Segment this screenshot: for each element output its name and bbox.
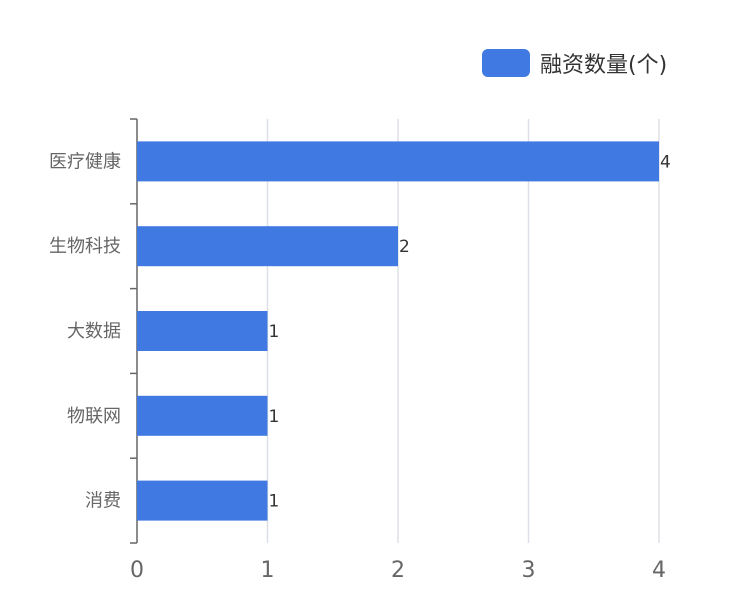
- bar: [137, 395, 268, 436]
- category-label: 医疗健康: [49, 151, 121, 172]
- data-label: 4: [660, 152, 671, 172]
- category-label: 消费: [85, 491, 121, 512]
- x-tick-label: 1: [261, 558, 275, 583]
- legend-label: 融资数量(个): [540, 53, 668, 78]
- x-tick-label: 2: [391, 558, 405, 583]
- category-label: 生物科技: [49, 236, 121, 257]
- data-label: 1: [269, 492, 280, 512]
- x-tick-label: 0: [130, 558, 144, 583]
- bar: [137, 141, 659, 182]
- bar: [137, 480, 268, 521]
- category-label: 大数据: [67, 321, 121, 342]
- bar: [137, 226, 398, 267]
- bar: [137, 311, 268, 351]
- data-label: 2: [399, 237, 410, 257]
- data-label: 1: [269, 322, 280, 342]
- data-label: 1: [269, 407, 280, 427]
- legend-swatch: [482, 49, 530, 77]
- x-tick-label: 3: [522, 558, 536, 583]
- x-tick-label: 4: [652, 558, 666, 583]
- legend[interactable]: 融资数量(个): [482, 46, 667, 80]
- category-label: 物联网: [67, 406, 121, 427]
